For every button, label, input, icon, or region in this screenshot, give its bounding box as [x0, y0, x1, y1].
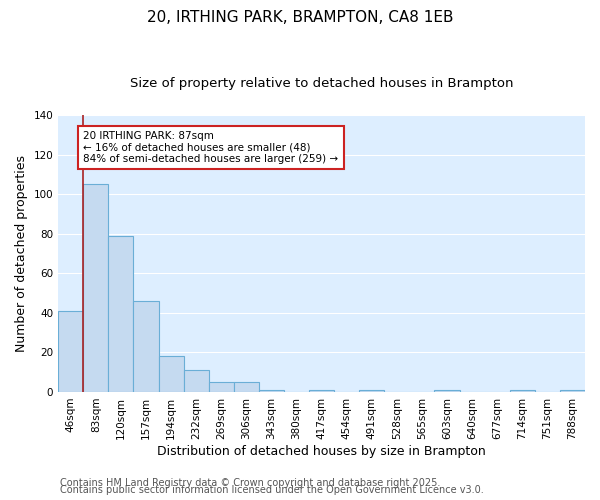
Bar	[158, 356, 184, 392]
Text: 20, IRTHING PARK, BRAMPTON, CA8 1EB: 20, IRTHING PARK, BRAMPTON, CA8 1EB	[147, 10, 453, 25]
Bar	[560, 390, 585, 392]
Bar	[58, 311, 83, 392]
Bar	[359, 390, 385, 392]
Bar	[209, 382, 234, 392]
Y-axis label: Number of detached properties: Number of detached properties	[15, 155, 28, 352]
Bar	[510, 390, 535, 392]
Text: Contains HM Land Registry data © Crown copyright and database right 2025.: Contains HM Land Registry data © Crown c…	[60, 478, 440, 488]
X-axis label: Distribution of detached houses by size in Brampton: Distribution of detached houses by size …	[157, 444, 486, 458]
Bar	[234, 382, 259, 392]
Text: 20 IRTHING PARK: 87sqm
← 16% of detached houses are smaller (48)
84% of semi-det: 20 IRTHING PARK: 87sqm ← 16% of detached…	[83, 131, 338, 164]
Text: Contains public sector information licensed under the Open Government Licence v3: Contains public sector information licen…	[60, 485, 484, 495]
Bar	[309, 390, 334, 392]
Bar	[259, 390, 284, 392]
Bar	[434, 390, 460, 392]
Bar	[109, 236, 133, 392]
Title: Size of property relative to detached houses in Brampton: Size of property relative to detached ho…	[130, 78, 514, 90]
Bar	[184, 370, 209, 392]
Bar	[83, 184, 109, 392]
Bar	[133, 301, 158, 392]
